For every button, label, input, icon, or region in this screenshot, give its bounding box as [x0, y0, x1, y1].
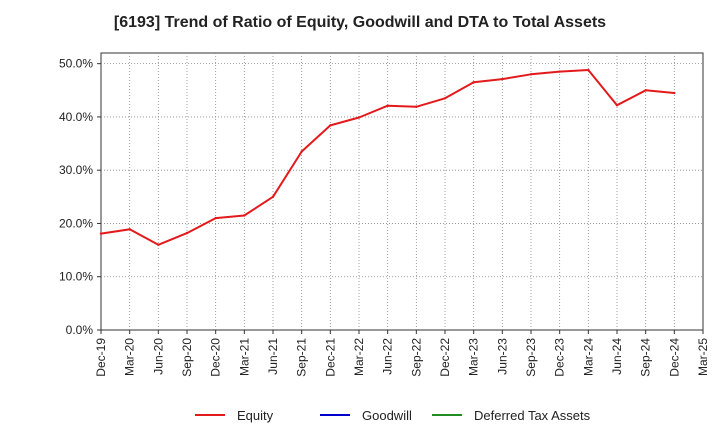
- y-tick-label: 10.0%: [59, 270, 93, 284]
- data-point: [415, 105, 418, 109]
- legend-label: Deferred Tax Assets: [474, 408, 591, 423]
- data-point: [644, 89, 647, 92]
- x-tick-label: Mar-24: [581, 338, 595, 376]
- x-tick-label: Mar-22: [352, 338, 366, 376]
- x-tick-label: Sep-23: [524, 338, 538, 377]
- y-tick-label: 0.0%: [66, 323, 94, 337]
- data-point: [128, 228, 131, 231]
- y-tick-label: 30.0%: [59, 163, 93, 177]
- x-tick-label: Sep-24: [639, 338, 653, 377]
- data-point: [271, 195, 275, 198]
- x-tick-label: Dec-22: [438, 338, 452, 377]
- x-tick-label: Sep-22: [409, 338, 423, 377]
- y-tick-label: 40.0%: [59, 110, 93, 124]
- x-tick-label: Jun-20: [151, 338, 165, 375]
- x-tick-label: Sep-21: [295, 338, 309, 377]
- data-point: [501, 77, 504, 81]
- x-tick-label: Dec-23: [553, 338, 567, 377]
- x-tick-label: Mar-23: [467, 338, 481, 376]
- y-tick-label: 20.0%: [59, 216, 93, 230]
- plot-area-frame: [100, 52, 704, 331]
- y-tick-label: 50.0%: [59, 57, 93, 71]
- legend-label: Equity: [237, 408, 274, 423]
- data-point: [329, 124, 332, 127]
- x-tick-label: Dec-24: [667, 338, 681, 377]
- data-point: [357, 116, 361, 119]
- data-point: [300, 150, 303, 153]
- x-tick-label: Jun-23: [495, 338, 509, 375]
- data-point: [386, 104, 389, 107]
- x-tick-label: Jun-24: [610, 338, 624, 375]
- x-tick-label: Mar-21: [237, 338, 251, 376]
- x-tick-label: Jun-22: [381, 338, 395, 375]
- data-point: [673, 91, 676, 95]
- x-tick-label: Dec-20: [209, 338, 223, 377]
- data-point: [157, 243, 160, 246]
- chart-title: [6193] Trend of Ratio of Equity, Goodwil…: [113, 14, 607, 31]
- data-point: [558, 70, 561, 73]
- data-point: [99, 232, 103, 235]
- data-point: [214, 216, 217, 220]
- data-point: [443, 97, 447, 100]
- legend-label: Goodwill: [362, 408, 412, 423]
- data-point: [472, 81, 475, 84]
- x-tick-label: Jun-21: [266, 338, 280, 375]
- x-tick-label: Dec-19: [94, 338, 108, 377]
- x-tick-label: Mar-25: [696, 338, 710, 376]
- data-point: [587, 68, 590, 72]
- x-tick-label: Sep-20: [180, 338, 194, 377]
- x-tick-label: Mar-20: [123, 338, 137, 376]
- x-tick-label: Dec-21: [323, 338, 337, 377]
- data-point: [243, 214, 246, 217]
- data-point: [615, 104, 619, 107]
- data-point: [185, 231, 189, 235]
- data-point: [529, 73, 533, 76]
